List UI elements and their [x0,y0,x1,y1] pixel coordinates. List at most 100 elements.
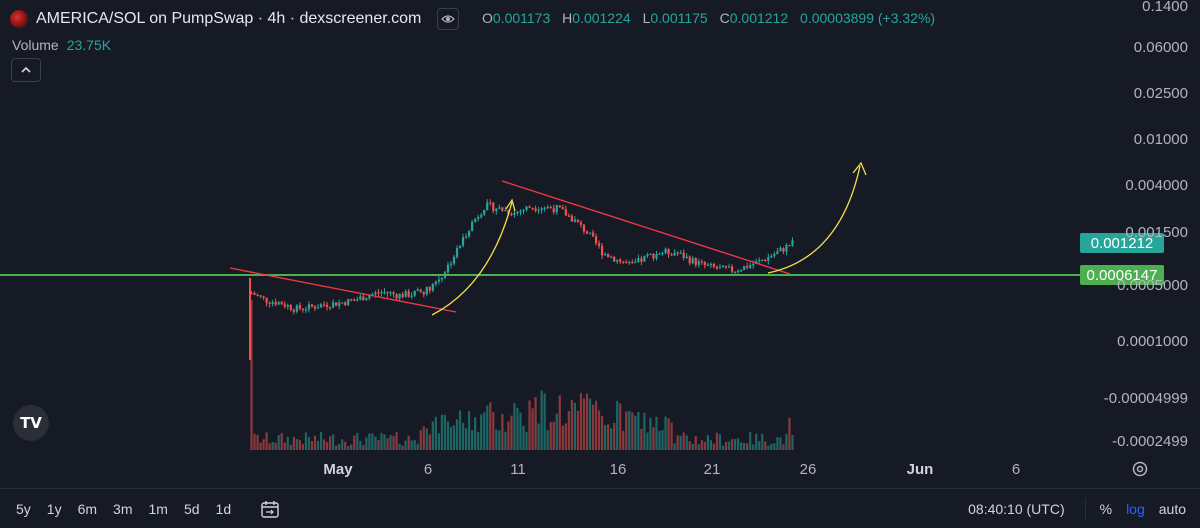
percent-scale-toggle[interactable]: % [1099,500,1113,517]
candle-body [555,205,558,213]
candle-body [322,304,326,306]
volume-bar [679,435,682,450]
eye-icon[interactable] [437,8,460,30]
calendar-range-icon[interactable] [259,498,281,520]
volume-bar [607,424,610,450]
volume-bar [440,414,444,450]
volume-bar [749,432,752,450]
volume-bar [471,430,474,450]
x-tick-label: May [323,461,353,478]
volume-bar [561,425,564,450]
volume-bar [582,398,586,450]
candle-body [455,248,459,257]
volume-bar [377,440,380,450]
candle-body [758,260,761,262]
volume-bar [277,435,280,450]
volume-bar [516,407,519,450]
volume-bar [483,412,486,450]
volume-bar [316,440,320,450]
timeframe-6m[interactable]: 6m [77,500,98,517]
volume-bar [392,435,395,450]
x-tick-label: 16 [610,461,627,478]
volume-bar [341,439,344,450]
arrow-curve-1 [431,201,513,316]
volume-bar [746,443,749,450]
utc-clock[interactable]: 08:40:10 (UTC) [968,500,1065,517]
volume-bar [380,433,383,450]
volume-bar [591,404,595,450]
tradingview-logo[interactable]: TV [13,405,49,441]
volume-bar [492,411,495,450]
candle-body [543,207,546,209]
gear-icon[interactable] [1131,460,1149,478]
volume-bar [619,403,622,450]
symbol-header[interactable]: AMERICA/SOL on PumpSwap · 4h · dexscreen… [8,6,466,32]
volume-bar [564,423,567,450]
close-value: 0.001212 [729,10,789,26]
candle-body [501,207,504,211]
low-label: L [642,10,651,26]
candle-body [392,292,395,295]
volume-bar [531,408,534,450]
ohlc-readout: O0.001173 H0.001224 L0.001175 C0.001212 … [482,10,943,26]
volume-bar [401,445,404,450]
y-tick-label: 0.001500 [1125,224,1188,241]
candle-body [752,263,755,266]
auto-scale-toggle[interactable]: auto [1158,500,1186,517]
candle-body [776,251,779,255]
candle-body [286,304,289,307]
volume-bar [458,410,462,450]
candle-body [637,258,640,262]
candle-body [661,252,664,255]
candle-body [785,245,788,252]
volume-bar [767,445,770,450]
volume-bar [486,405,489,450]
volume-bar [398,443,401,450]
arrow-head-1 [505,198,516,212]
chevron-up-icon [21,66,31,73]
volume-bar [543,393,546,450]
candle-body [353,299,356,301]
candle-body [253,293,256,295]
timeframe-5d[interactable]: 5d [183,500,200,517]
candle-body [452,256,456,264]
collapse-legend-button[interactable] [11,58,41,82]
candle-body [540,208,543,211]
candle-body [634,261,637,264]
y-tick-label: 0.1400 [1142,0,1188,15]
candle-body [328,307,332,309]
candle-body [591,232,595,237]
volume-bar [628,410,631,450]
candle-body [277,302,280,305]
candle-body [313,306,317,309]
candle-body [519,211,522,213]
candle-body [359,296,362,300]
volume-bar [616,400,619,450]
volume-bar [685,435,688,450]
candle-body [534,208,537,211]
x-tick-label: Jun [907,461,934,478]
volume-bar [703,441,706,450]
log-scale-toggle[interactable]: log [1126,500,1145,517]
timeframe-1y[interactable]: 1y [46,500,62,517]
volume-bar [371,433,374,450]
candle-body [386,291,389,294]
volume-bar [507,421,510,450]
candle-body [579,222,583,225]
volume-bar [715,432,719,450]
timeframe-5y[interactable]: 5y [16,500,31,517]
candle-body [477,216,480,219]
volume-bar [643,412,646,450]
timeframe-3m[interactable]: 3m [113,500,133,517]
trendline-2 [501,180,791,275]
candle-body [292,309,295,312]
timeframe-1m[interactable]: 1m [148,500,168,517]
candle-body [495,208,498,211]
volume-bar [736,438,740,450]
volume-bar [724,441,728,450]
volume-bar [688,441,691,450]
volume-bar [362,445,365,450]
volume-bar [307,437,311,450]
timeframe-1d[interactable]: 1d [215,500,232,517]
